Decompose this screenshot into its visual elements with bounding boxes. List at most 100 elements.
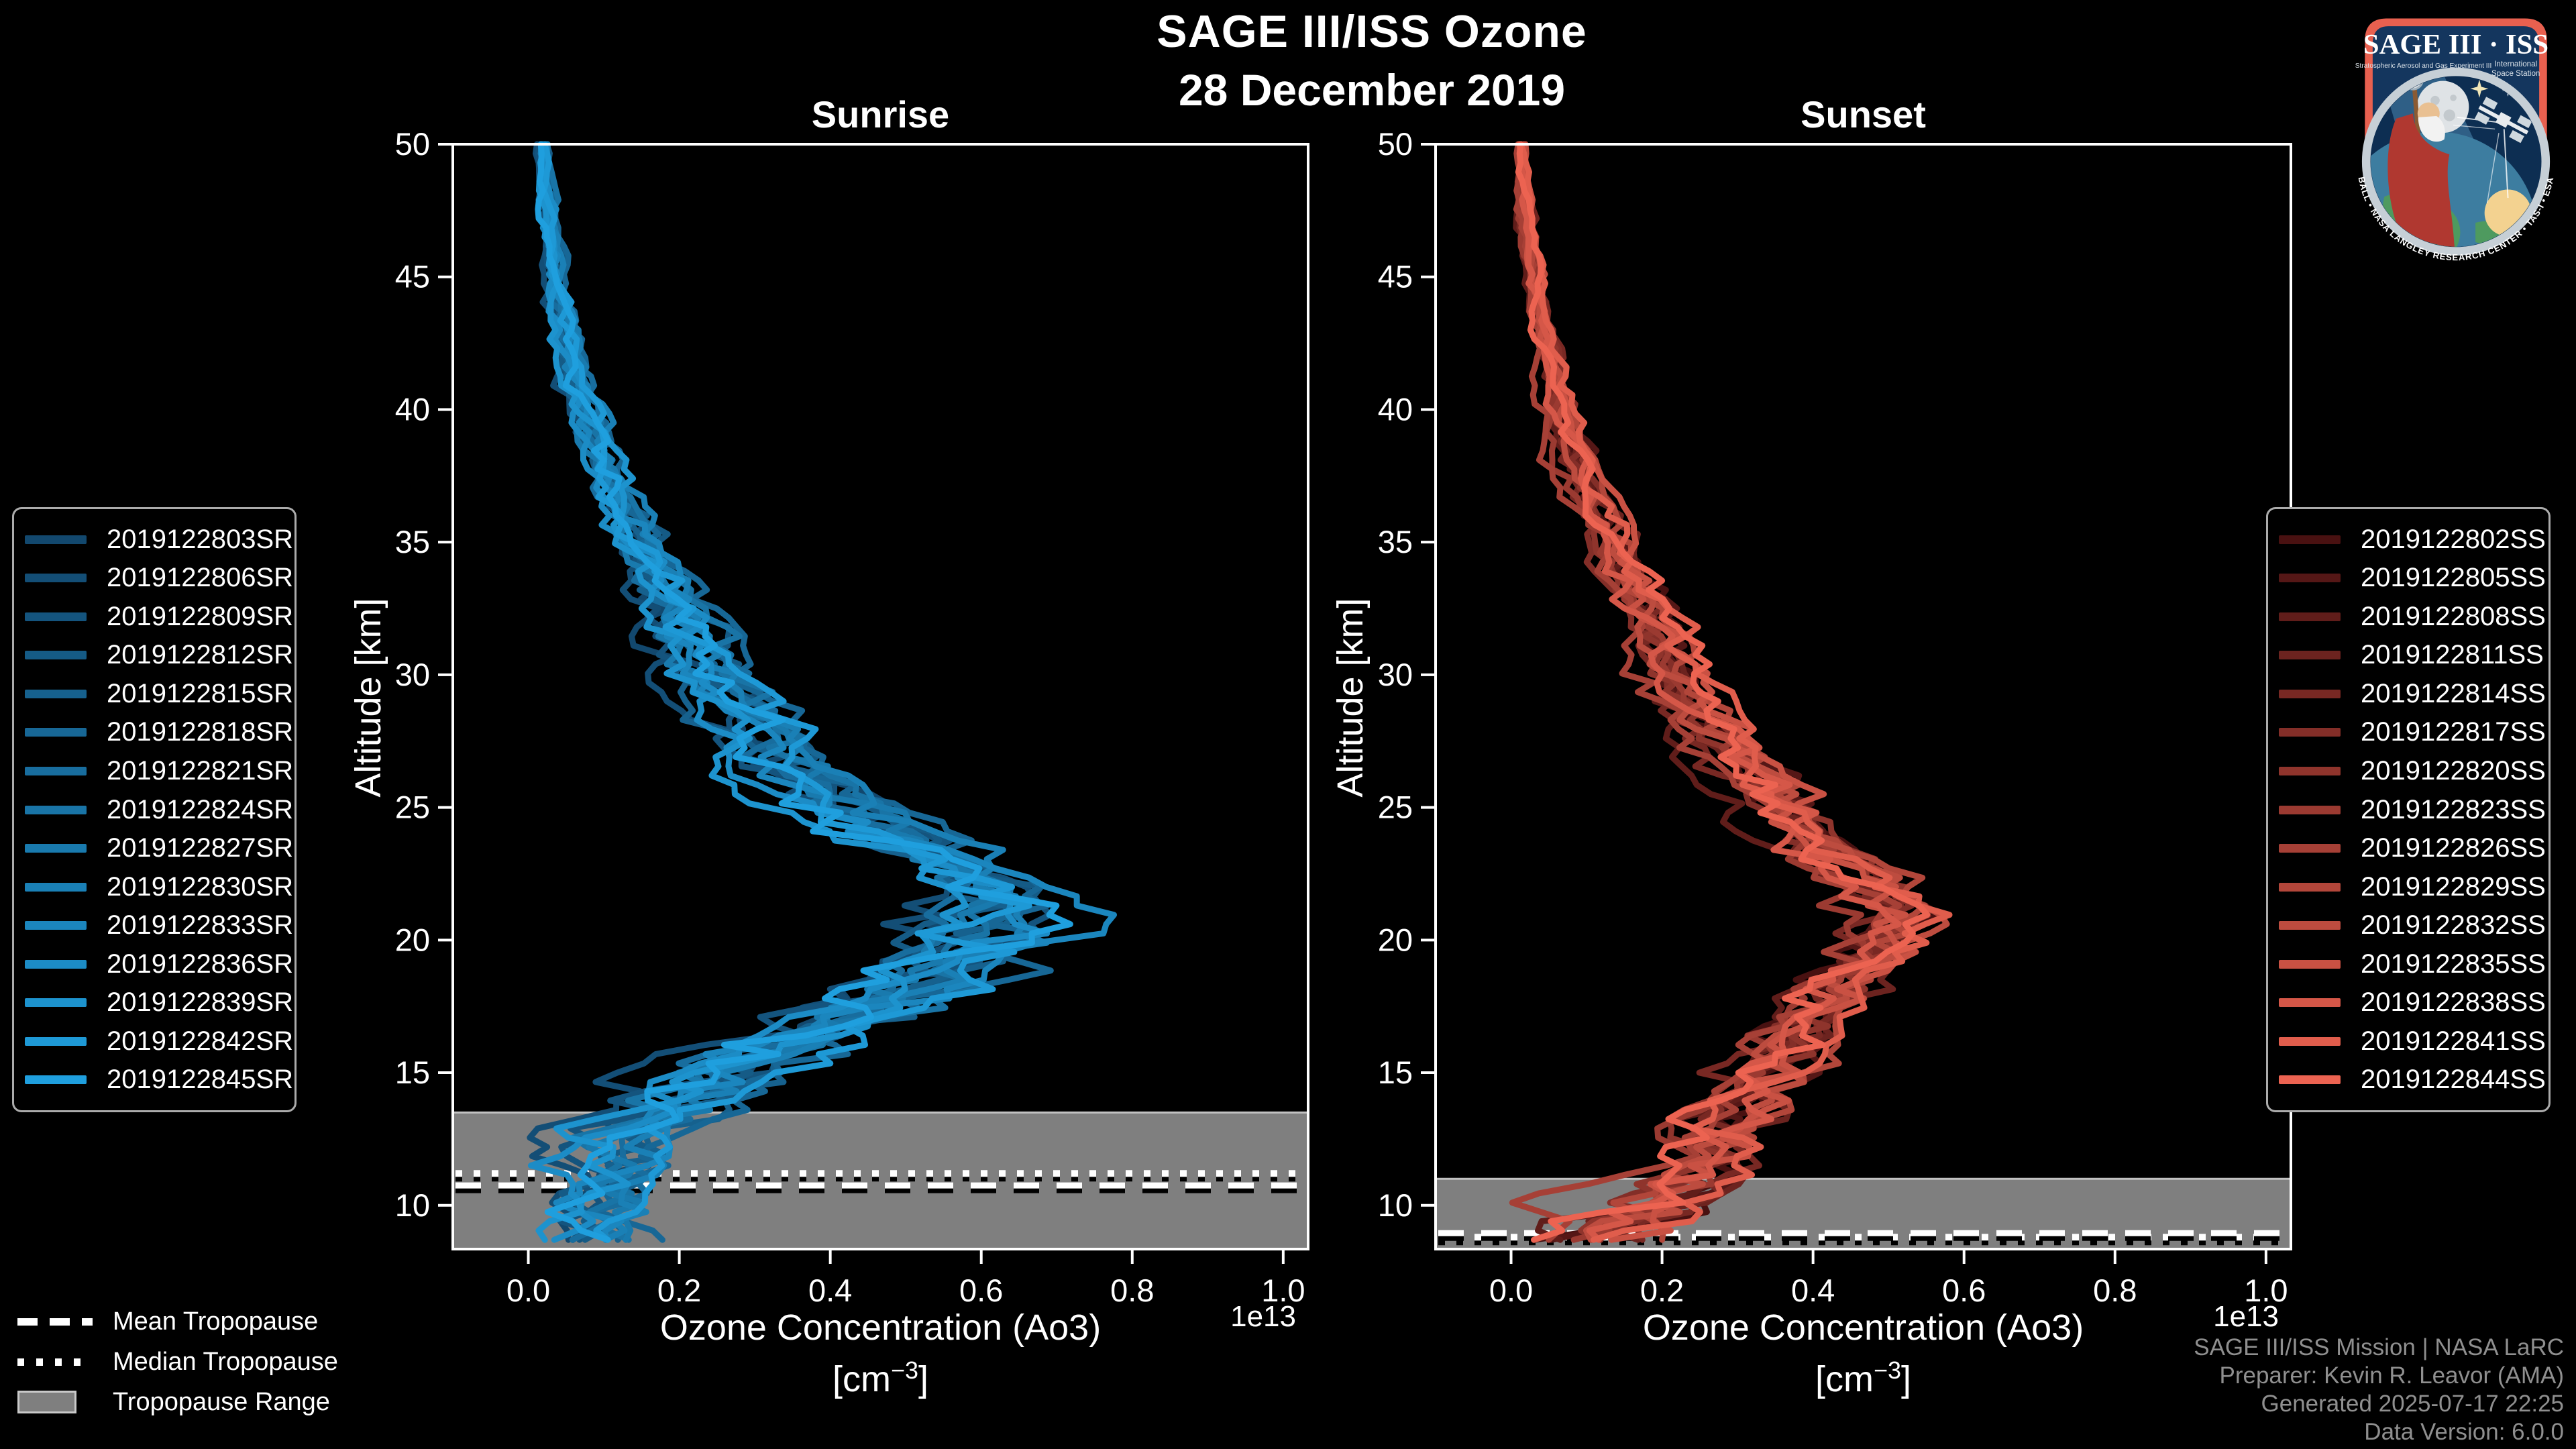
legend-line-swatch-icon	[25, 805, 87, 814]
legend-item: 2019122809SR	[25, 602, 294, 632]
legend-item: 2019122836SR	[25, 949, 294, 979]
legend-label: 2019122845SR	[107, 1065, 294, 1095]
attribution-data-version: Data Version: 6.0.0	[2364, 1419, 2564, 1445]
legend-label: 2019122827SR	[107, 833, 294, 863]
legend-item: 2019122824SR	[25, 795, 294, 825]
x-axis-label-sunrise: Ozone Concentration (Ao3)	[659, 1307, 1102, 1348]
legend-item: 2019122818SR	[25, 717, 294, 747]
x-tick-label: 0.4	[1791, 1273, 1835, 1308]
patch-title: SAGE III · ISS	[2363, 29, 2548, 60]
x-tick-label: 0.8	[2093, 1273, 2137, 1308]
legend-line-swatch-icon	[25, 998, 87, 1008]
legend-item: 2019122812SR	[25, 640, 294, 670]
x-axis-offset-sunrise: 1e13	[1230, 1300, 1296, 1333]
y-tick-label: 50	[395, 126, 430, 162]
legend-line-swatch-icon	[2279, 1075, 2341, 1085]
profile-line-2019122841SS	[1517, 141, 1953, 1243]
legend-item: 2019122829SS	[2279, 872, 2548, 902]
y-tick-label: 20	[395, 922, 430, 957]
legend-item: 2019122802SS	[2279, 525, 2548, 555]
legend-sunrise-events: 2019122803SR 2019122806SR 2019122809SR 2019…	[12, 507, 297, 1112]
unit-sup: −3	[1873, 1356, 1902, 1384]
legend-line-swatch-icon	[25, 921, 87, 930]
iss-icon	[2474, 97, 2532, 144]
legend-item: 2019122817SS	[2279, 717, 2548, 747]
plot-frame	[451, 143, 1309, 1250]
patch-subtitle-left: Stratospheric Aerosol and Gas Experiment…	[2355, 62, 2492, 70]
legend-line-swatch-icon	[25, 535, 87, 544]
tropopause-legend-range: Tropopause Range	[17, 1387, 338, 1417]
sight-line	[2503, 129, 2509, 199]
legend-label: 2019122836SR	[107, 949, 294, 979]
legend-item: 2019122806SR	[25, 563, 294, 593]
attribution-block: SAGE III/ISS Mission | NASA LaRC Prepare…	[2194, 1334, 2564, 1446]
tropopause-legend-mean: Mean Tropopause	[17, 1307, 338, 1336]
legend-item: 2019122811SS	[2279, 640, 2548, 670]
legend-line-swatch-icon	[2279, 651, 2341, 660]
tropopause-range-label: Tropopause Range	[113, 1387, 330, 1416]
legend-item: 2019122815SR	[25, 679, 294, 709]
y-axis-label-sunset: Altitude [km]	[1330, 598, 1371, 798]
y-tick-label: 25	[395, 790, 430, 825]
legend-label: 2019122839SR	[107, 987, 294, 1018]
legend-line-swatch-icon	[25, 574, 87, 583]
legend-label: 2019122823SS	[2361, 794, 2546, 824]
unit-sup: −3	[890, 1356, 919, 1384]
panel-sunrise: 0.0 0.2 0.4 0.6 0.8 1.0 10 15 20 25 30 35 40 45 50	[395, 126, 1309, 1308]
legend-label: 2019122821SR	[107, 755, 294, 786]
legend-item: 2019122833SR	[25, 910, 294, 941]
panel-sunset: 0.0 0.2 0.4 0.6 0.8 1.0 10 15 20 25 30 35 40 45 50	[1378, 126, 2292, 1308]
profile-line-2019122842SR	[541, 141, 1032, 1243]
unit-pre: [cm	[832, 1359, 891, 1399]
moon-crater	[2430, 95, 2440, 105]
profile-line-2019122833SR	[538, 141, 1117, 1243]
x-axis-unit-sunset: [cm−3]	[1436, 1356, 2291, 1400]
legend-line-swatch-icon	[25, 882, 87, 892]
y-tick-label: 35	[395, 524, 430, 559]
x-tick-label: 0.0	[506, 1273, 550, 1308]
legend-item: 2019122826SS	[2279, 833, 2548, 863]
legend-item: 2019122827SR	[25, 833, 294, 863]
y-tick-label: 30	[1378, 657, 1413, 692]
figure-robe	[2387, 113, 2455, 247]
y-tick-label: 10	[395, 1187, 430, 1223]
legend-label: 2019122809SR	[107, 601, 294, 631]
legend-item: 2019122832SS	[2279, 910, 2548, 941]
moon-crater	[2450, 94, 2457, 101]
x-tick-label: 0.2	[657, 1273, 701, 1308]
legend-sunset-events: 2019122802SS 2019122805SS 2019122808SS 2019…	[2266, 507, 2551, 1112]
y-tick-label: 20	[1378, 922, 1413, 957]
sight-line	[2453, 124, 2496, 130]
unit-post: ]	[1901, 1359, 1912, 1399]
legend-line-swatch-icon	[2279, 612, 2341, 621]
legend-label: 2019122805SS	[2361, 563, 2546, 593]
patch-subtitle-right2: Space Station	[2491, 69, 2540, 78]
legend-line-swatch-icon	[25, 766, 87, 775]
plot-frame	[1434, 143, 2292, 1250]
patch-subtitle-right1: International	[2494, 60, 2537, 68]
y-tick-label: 45	[1378, 259, 1413, 294]
y-tick-label: 40	[395, 391, 430, 427]
legend-label: 2019122842SR	[107, 1026, 294, 1056]
star-icon	[2470, 79, 2489, 98]
legend-label: 2019122826SS	[2361, 833, 2546, 863]
legend-line-swatch-icon	[2279, 766, 2341, 775]
profile-line-2019122812SR	[543, 141, 1044, 1243]
mission-patch-logo: SAGE III · ISS Stratospheric Aerosol and…	[2355, 18, 2555, 262]
legend-line-swatch-icon	[2279, 574, 2341, 583]
attribution-mission: SAGE III/ISS Mission | NASA LaRC	[2194, 1334, 2564, 1360]
legend-item: 2019122805SS	[2279, 563, 2548, 593]
legend-label: 2019122811SS	[2361, 640, 2544, 670]
legend-line-swatch-icon	[25, 1075, 87, 1085]
legend-label: 2019122802SS	[2361, 524, 2546, 554]
x-axis-label-sunset: Ozone Concentration (Ao3)	[1642, 1307, 2084, 1348]
y-axis-label-sunrise: Altitude [km]	[348, 598, 388, 798]
median-tropopause-label: Median Tropopause	[113, 1347, 338, 1376]
legend-line-swatch-icon	[25, 689, 87, 698]
y-tick-label: 40	[1378, 391, 1413, 427]
legend-item: 2019122803SR	[25, 525, 294, 555]
y-tick-label: 30	[395, 657, 430, 692]
legend-label: 2019122835SS	[2361, 949, 2546, 979]
date-subtitle: 28 December 2019	[1178, 65, 1566, 115]
